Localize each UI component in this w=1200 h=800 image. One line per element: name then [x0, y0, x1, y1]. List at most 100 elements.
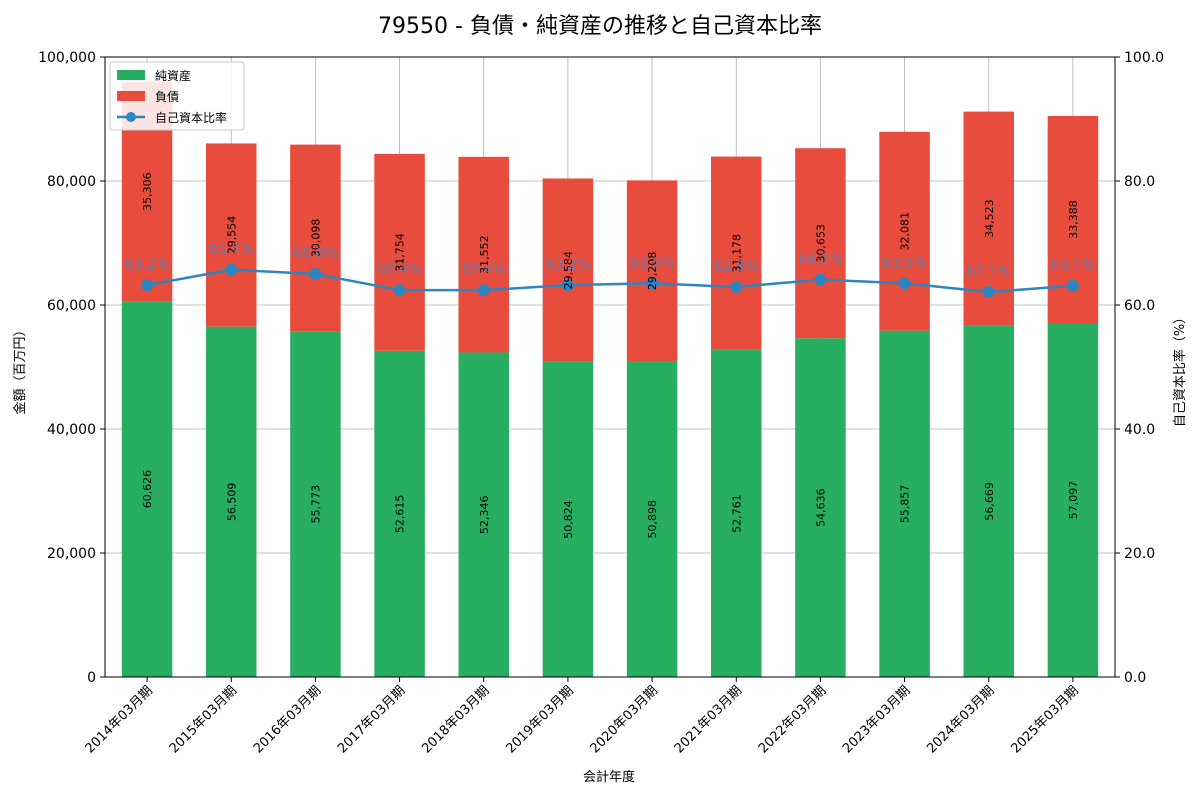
y-tick-label: 100,000: [38, 50, 96, 66]
legend-label-net-assets: 純資産: [155, 68, 191, 83]
bar-liabilities: [290, 144, 341, 332]
bar-liabilities: [458, 156, 509, 353]
legend-swatch-liabilities: [117, 91, 145, 101]
bar-label-liabilities: 35,306: [141, 172, 154, 211]
bar-label-liabilities: 31,754: [394, 233, 407, 272]
legend-label-liabilities: 負債: [155, 89, 179, 104]
x-tick-label: 2018年03月期: [419, 683, 492, 756]
x-tick-label: 2015年03月期: [167, 683, 240, 756]
y-tick-label: 60,000: [47, 298, 96, 314]
x-tick-label: 2014年03月期: [83, 683, 156, 756]
bar-net-assets: [879, 330, 930, 677]
bar-label-net-assets: 55,857: [899, 485, 912, 523]
bar-label-liabilities: 29,208: [646, 252, 659, 291]
bar-label-net-assets: 52,615: [394, 495, 407, 534]
x-tick-label: 2019年03月期: [503, 683, 576, 756]
x-tick-label: 2017年03月期: [335, 683, 408, 756]
y-tick-label: 80,000: [47, 174, 96, 190]
x-tick-label: 2020年03月期: [588, 683, 661, 756]
data-labels: 60,626 35,306 56,509 29,554 55,773 30,098 52,6…: [125, 172, 1095, 538]
ratio-point: [561, 279, 574, 292]
x-tick-label: 2022年03月期: [756, 683, 829, 756]
ratio-label: 63.2%: [546, 257, 590, 273]
ratio-label: 63.5%: [630, 255, 674, 271]
ratio-point: [982, 285, 995, 298]
legend-swatch-net-assets: [117, 70, 145, 80]
bars: [121, 82, 1099, 677]
bar-net-assets: [458, 352, 509, 677]
bar-liabilities: [206, 143, 257, 327]
x-tick-label: 2024年03月期: [924, 683, 997, 756]
ratio-point: [477, 284, 490, 297]
bar-net-assets: [963, 325, 1014, 677]
bar-label-liabilities: 32,081: [899, 212, 912, 251]
y-axis-label: 金額（百万円）: [12, 323, 28, 414]
chart-title: 79550 - 負債・純資産の推移と自己資本比率: [378, 14, 822, 39]
plot-frame: [104, 56, 1116, 678]
bar-label-net-assets: 56,509: [225, 483, 238, 522]
ratio-point: [730, 281, 743, 294]
bar-net-assets: [542, 361, 594, 677]
bar-label-liabilities: 31,178: [730, 234, 743, 272]
y2-tick-label: 60.0: [1124, 298, 1155, 314]
y-tick-label: 0: [87, 670, 96, 686]
x-axis-label: 会計年度: [583, 769, 635, 785]
bar-label-net-assets: 60,626: [141, 470, 154, 509]
ratio-point: [898, 277, 911, 290]
ratio-label: 62.9%: [714, 259, 758, 275]
y2-tick-label: 80.0: [1124, 174, 1155, 190]
bar-net-assets: [1047, 322, 1099, 677]
ratio-point: [309, 268, 322, 280]
bar-net-assets: [795, 338, 846, 677]
bar-label-liabilities: 30,098: [309, 219, 322, 258]
bar-label-liabilities: 29,554: [225, 216, 238, 255]
bar-label-net-assets: 52,761: [730, 494, 743, 533]
y2-tick-label: 40.0: [1124, 422, 1155, 438]
ratio-label: 62.1%: [967, 264, 1011, 280]
ratio-point: [1066, 279, 1079, 292]
bar-net-assets: [626, 361, 678, 677]
y-tick-label: 20,000: [47, 546, 96, 562]
bar-label-net-assets: 57,097: [1067, 481, 1080, 519]
bar-net-assets: [711, 349, 762, 677]
bar-liabilities: [542, 178, 594, 362]
legend-marker-ratio: [126, 112, 136, 122]
legend-label-ratio: 自己資本比率: [155, 110, 227, 125]
ratio-label: 63.5%: [882, 255, 926, 271]
ratio-label: 63.1%: [1051, 258, 1095, 274]
x-tick-label: 2023年03月期: [840, 683, 913, 756]
y-tick-label: 40,000: [47, 422, 96, 438]
ratio-label: 65.0%: [293, 246, 337, 262]
bar-label-net-assets: 50,898: [646, 500, 659, 539]
ratio-label: 63.2%: [125, 257, 169, 273]
bar-label-net-assets: 50,824: [562, 500, 575, 539]
bar-liabilities: [374, 153, 425, 351]
bar-net-assets: [121, 301, 173, 677]
bar-liabilities: [626, 180, 678, 362]
bar-liabilities: [795, 148, 846, 339]
x-tick-label: 2016年03月期: [251, 683, 324, 756]
bar-liabilities: [879, 131, 930, 331]
x-tick-label: 2025年03月期: [1008, 683, 1081, 756]
ratio-line-path: [146, 268, 1074, 294]
ratio-point: [141, 279, 154, 292]
bar-label-liabilities: 33,388: [1067, 200, 1080, 239]
bar-label-liabilities: 31,552: [478, 235, 491, 274]
bar-label-net-assets: 55,773: [309, 485, 322, 524]
bar-liabilities: [711, 156, 762, 350]
ratio-point: [225, 263, 238, 276]
bar-label-net-assets: 54,636: [814, 488, 827, 527]
ratio-point: [646, 277, 659, 290]
y2-tick-label: 0.0: [1124, 670, 1146, 686]
ratio-label: 65.7%: [209, 242, 253, 258]
ratio-line: [141, 263, 1079, 298]
bar-label-liabilities: 34,523: [983, 199, 996, 238]
bar-net-assets: [206, 326, 257, 677]
bar-label-net-assets: 52,346: [478, 495, 491, 534]
bar-label-net-assets: 56,669: [983, 482, 996, 521]
bar-net-assets: [290, 331, 341, 677]
bar-label-liabilities: 29,584: [562, 251, 575, 290]
ratio-label: 62.4%: [377, 262, 421, 278]
